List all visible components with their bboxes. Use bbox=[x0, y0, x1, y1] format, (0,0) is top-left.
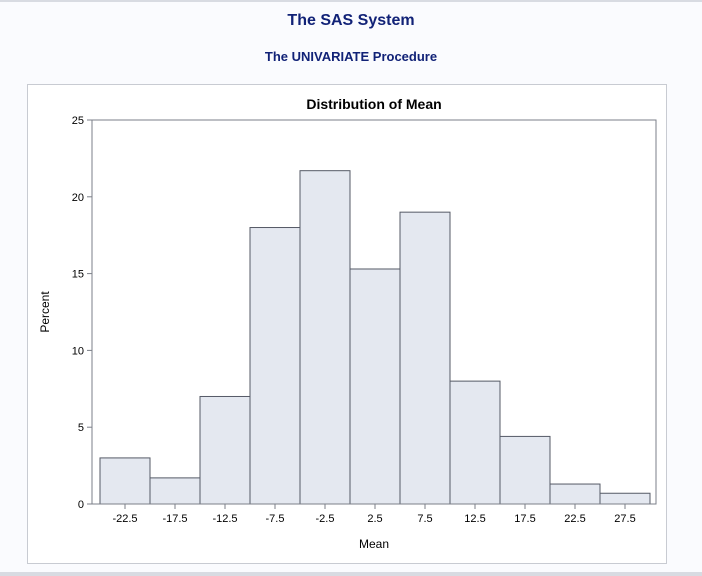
graph-frame: Distribution of Mean 0 5 10 15 20 25 -22.5 -17… bbox=[27, 84, 667, 564]
histogram-chart: Distribution of Mean 0 5 10 15 20 25 -22.5 -17… bbox=[38, 96, 657, 551]
x-tick-label: -12.5 bbox=[212, 513, 237, 525]
y-tick-label: 20 bbox=[72, 192, 84, 204]
x-tick-label: 22.5 bbox=[564, 513, 585, 525]
x-tick-label: 17.5 bbox=[514, 513, 535, 525]
histogram-bar bbox=[549, 483, 601, 505]
chart-title: Distribution of Mean bbox=[306, 96, 441, 112]
histogram-bar bbox=[499, 435, 551, 505]
y-tick-label: 5 bbox=[78, 422, 84, 434]
x-tick-label: 2.5 bbox=[367, 513, 382, 525]
histogram-bar bbox=[199, 395, 251, 505]
x-tick-label: -22.5 bbox=[112, 513, 137, 525]
y-tick-label: 15 bbox=[72, 269, 84, 281]
histogram-bar bbox=[599, 492, 651, 505]
page-subtitle: The UNIVARIATE Procedure bbox=[264, 49, 438, 64]
histogram-bar bbox=[99, 457, 151, 505]
page-title: The SAS System bbox=[287, 12, 415, 29]
x-tick-label: 27.5 bbox=[614, 513, 635, 525]
plot-area-frame bbox=[91, 119, 657, 505]
histogram-bar bbox=[249, 227, 301, 505]
x-axis-label: Mean bbox=[359, 537, 389, 551]
x-tick-label: 12.5 bbox=[464, 513, 485, 525]
x-tick-label: -7.5 bbox=[266, 513, 285, 525]
bottom-rule bbox=[0, 572, 702, 576]
histogram-bar bbox=[299, 170, 351, 505]
y-tick-label: 10 bbox=[72, 345, 84, 357]
x-tick-label: 7.5 bbox=[417, 513, 432, 525]
x-axis: -22.5 -17.5 -12.5 -7.5 -2.5 2.5 7.5 12.5 17.5 22.… bbox=[112, 504, 636, 525]
top-rule bbox=[0, 0, 702, 2]
y-tick-label: 0 bbox=[78, 499, 84, 511]
histogram-bar bbox=[449, 380, 501, 505]
bars-group bbox=[99, 170, 651, 505]
x-tick-label: -2.5 bbox=[316, 513, 335, 525]
y-axis: 0 5 10 15 20 25 bbox=[72, 115, 92, 511]
x-tick-label: -17.5 bbox=[162, 513, 187, 525]
histogram-bar bbox=[149, 477, 201, 505]
histogram-bar bbox=[349, 268, 401, 505]
histogram-bar bbox=[399, 211, 451, 505]
y-axis-label: Percent bbox=[38, 291, 52, 333]
y-tick-label: 25 bbox=[72, 115, 84, 127]
